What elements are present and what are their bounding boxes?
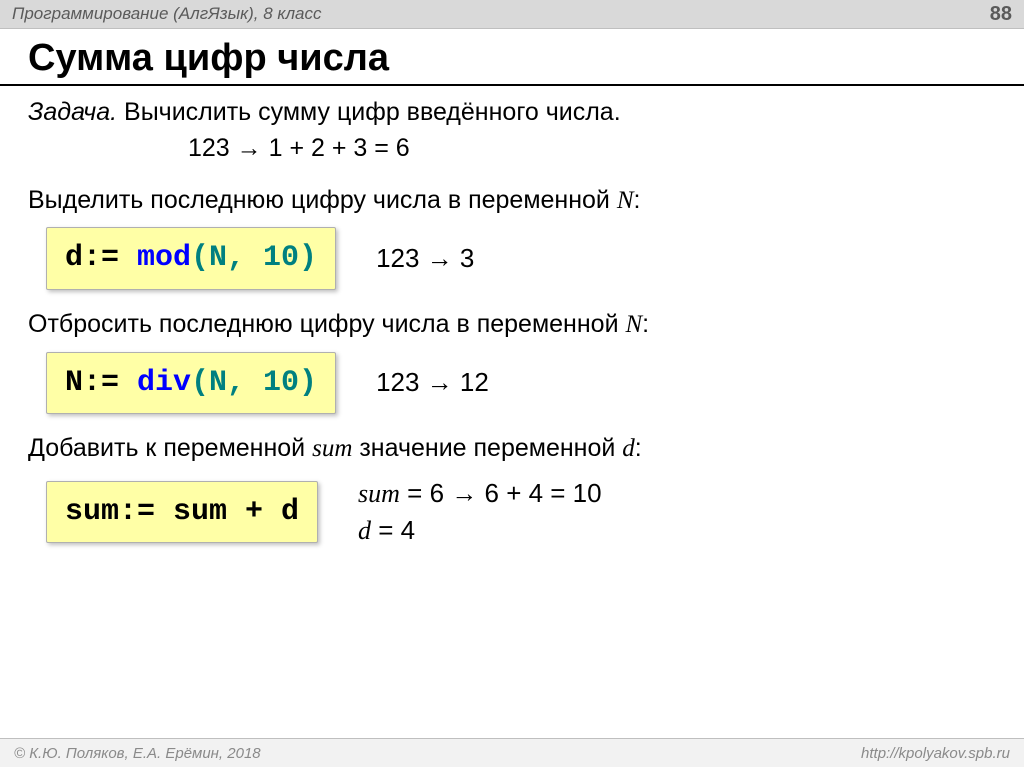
task-text: Вычислить сумму цифр введённого числа. — [117, 98, 621, 126]
code-box-3: sum:= sum + d — [46, 481, 318, 544]
step-1-before: Выделить последнюю цифру числа в перемен… — [28, 186, 617, 214]
footer-left: © К.Ю. Поляков, Е.А. Ерёмин, 2018 — [14, 745, 261, 762]
step-1-text: Выделить последнюю цифру числа в перемен… — [28, 184, 996, 218]
code-2-kw: div — [137, 366, 191, 400]
step-3-text: Добавить к переменной sum значение перем… — [28, 432, 996, 466]
code-box-1: d:= mod(N, 10) — [46, 227, 336, 290]
content-area: Задача. Вычислить сумму цифр введённого … — [0, 96, 1024, 548]
step-2-result-lhs: 123 — [376, 367, 427, 397]
task-example-rhs: 1 + 2 + 3 = 6 — [262, 134, 410, 162]
code-2-args: (N, 10) — [191, 366, 317, 400]
task-line: Задача. Вычислить сумму цифр введённого … — [28, 96, 996, 130]
step-3-result-line-2: d = 4 — [358, 513, 602, 548]
step-1-row: d:= mod(N, 10) 123 → 3 — [46, 227, 996, 290]
step-3-row: sum:= sum + d sum = 6 → 6 + 4 = 10 d = 4 — [46, 476, 996, 548]
footer-right: http://kpolyakov.spb.ru — [861, 745, 1010, 762]
step-2-result: 123 → 12 — [376, 365, 489, 400]
step-1-result-lhs: 123 — [376, 243, 427, 273]
step-2-var: N — [625, 311, 642, 338]
r3-var1: sum — [358, 479, 400, 508]
r3-eq1: = 6 — [400, 478, 451, 508]
code-2-lhs: N:= — [65, 366, 137, 400]
task-label: Задача. — [28, 98, 117, 126]
step-1-result-rhs: 3 — [453, 243, 475, 273]
r3-rhs1: 6 + 4 = 10 — [477, 478, 601, 508]
step-1-var: N — [617, 187, 634, 214]
code-1-args: (N, 10) — [191, 241, 317, 275]
code-3-lhs: sum:= sum + d — [65, 495, 299, 529]
code-1-lhs: d:= — [65, 241, 137, 275]
slide-title: Сумма цифр числа — [0, 29, 1024, 82]
code-box-2: N:= div(N, 10) — [46, 352, 336, 415]
step-3-before: Добавить к переменной — [28, 434, 312, 462]
page-number: 88 — [990, 3, 1012, 26]
step-2-after: : — [642, 310, 649, 338]
slide: Программирование (АлгЯзык), 8 класс 88 С… — [0, 0, 1024, 767]
arrow-icon: → — [451, 478, 477, 508]
step-3-mid: значение переменной — [352, 434, 622, 462]
step-3-after: : — [635, 434, 642, 462]
step-2-result-rhs: 12 — [453, 367, 489, 397]
code-1-kw: mod — [137, 241, 191, 275]
r3-eq2: = 4 — [371, 515, 415, 545]
arrow-icon: → — [237, 134, 262, 162]
header-bar: Программирование (АлгЯзык), 8 класс 88 — [0, 0, 1024, 29]
step-2-row: N:= div(N, 10) 123 → 12 — [46, 352, 996, 415]
step-3-var2: d — [622, 435, 635, 462]
r3-var2: d — [358, 516, 371, 545]
footer-bar: © К.Ю. Поляков, Е.А. Ерёмин, 2018 http:/… — [0, 738, 1024, 767]
step-3-result-line-1: sum = 6 → 6 + 4 = 10 — [358, 476, 602, 511]
title-rule — [0, 84, 1024, 86]
task-example-lhs: 123 — [188, 134, 237, 162]
step-1-after: : — [634, 186, 641, 214]
task-example: 123 → 1 + 2 + 3 = 6 — [28, 132, 996, 166]
step-3-result-stack: sum = 6 → 6 + 4 = 10 d = 4 — [358, 476, 602, 548]
arrow-icon: → — [427, 243, 453, 273]
course-label: Программирование (АлгЯзык), 8 класс — [12, 4, 322, 24]
arrow-icon: → — [427, 367, 453, 397]
step-2-text: Отбросить последнюю цифру числа в переме… — [28, 308, 996, 342]
step-2-before: Отбросить последнюю цифру числа в переме… — [28, 310, 625, 338]
step-1-result: 123 → 3 — [376, 241, 474, 276]
step-3-var: sum — [312, 435, 352, 462]
